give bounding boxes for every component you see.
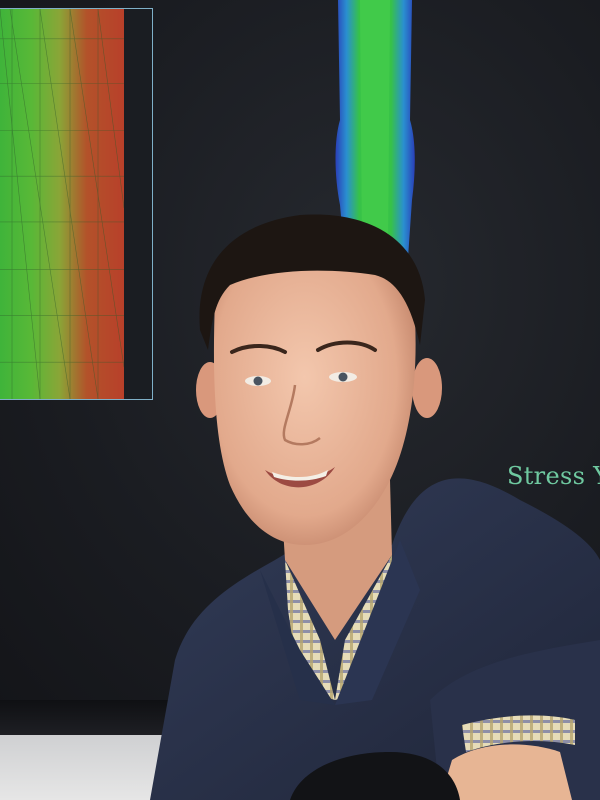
hair: [199, 214, 425, 350]
panel-dark-edge: [124, 9, 152, 399]
heatmap-fill: [0, 9, 124, 399]
simulation-tube: [335, 0, 415, 258]
mesh-grid: [0, 9, 124, 399]
stress-label: Stress Y: [507, 462, 600, 490]
face: [213, 240, 416, 545]
simulation-panel-left: [0, 8, 153, 400]
